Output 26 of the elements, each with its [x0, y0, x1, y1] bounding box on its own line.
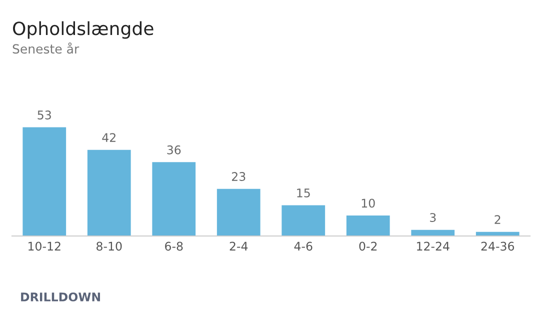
data-label: 42: [102, 133, 116, 142]
bar: [346, 215, 390, 236]
data-label: 15: [297, 188, 310, 198]
data-label: 23: [232, 172, 246, 181]
x-tick-label: 0-2: [359, 242, 377, 251]
bar: [152, 162, 196, 236]
x-tick-label: 12-24: [417, 242, 450, 251]
bar: [87, 150, 131, 236]
x-tick-label: 24-36: [481, 242, 514, 251]
data-label: 2: [494, 215, 500, 224]
bar: [282, 205, 326, 236]
x-tick-label: 2-4: [230, 242, 248, 251]
chart-subtitle: Seneste år: [12, 42, 80, 54]
bar: [22, 127, 66, 236]
data-label: 36: [167, 145, 181, 154]
data-label: 3: [430, 213, 436, 222]
x-tick-label: 10-12: [28, 242, 60, 251]
x-tick-label: 6-8: [165, 242, 183, 251]
x-tick-label: 8-10: [96, 242, 122, 251]
chart-title: Opholdslængde: [13, 21, 154, 39]
bar: [411, 230, 455, 236]
x-tick-label: 4-6: [294, 242, 312, 251]
data-label: 10: [362, 198, 375, 208]
text: DRILLDOWN: [21, 292, 100, 302]
bar: [216, 188, 260, 236]
data-label: 53: [38, 110, 51, 120]
